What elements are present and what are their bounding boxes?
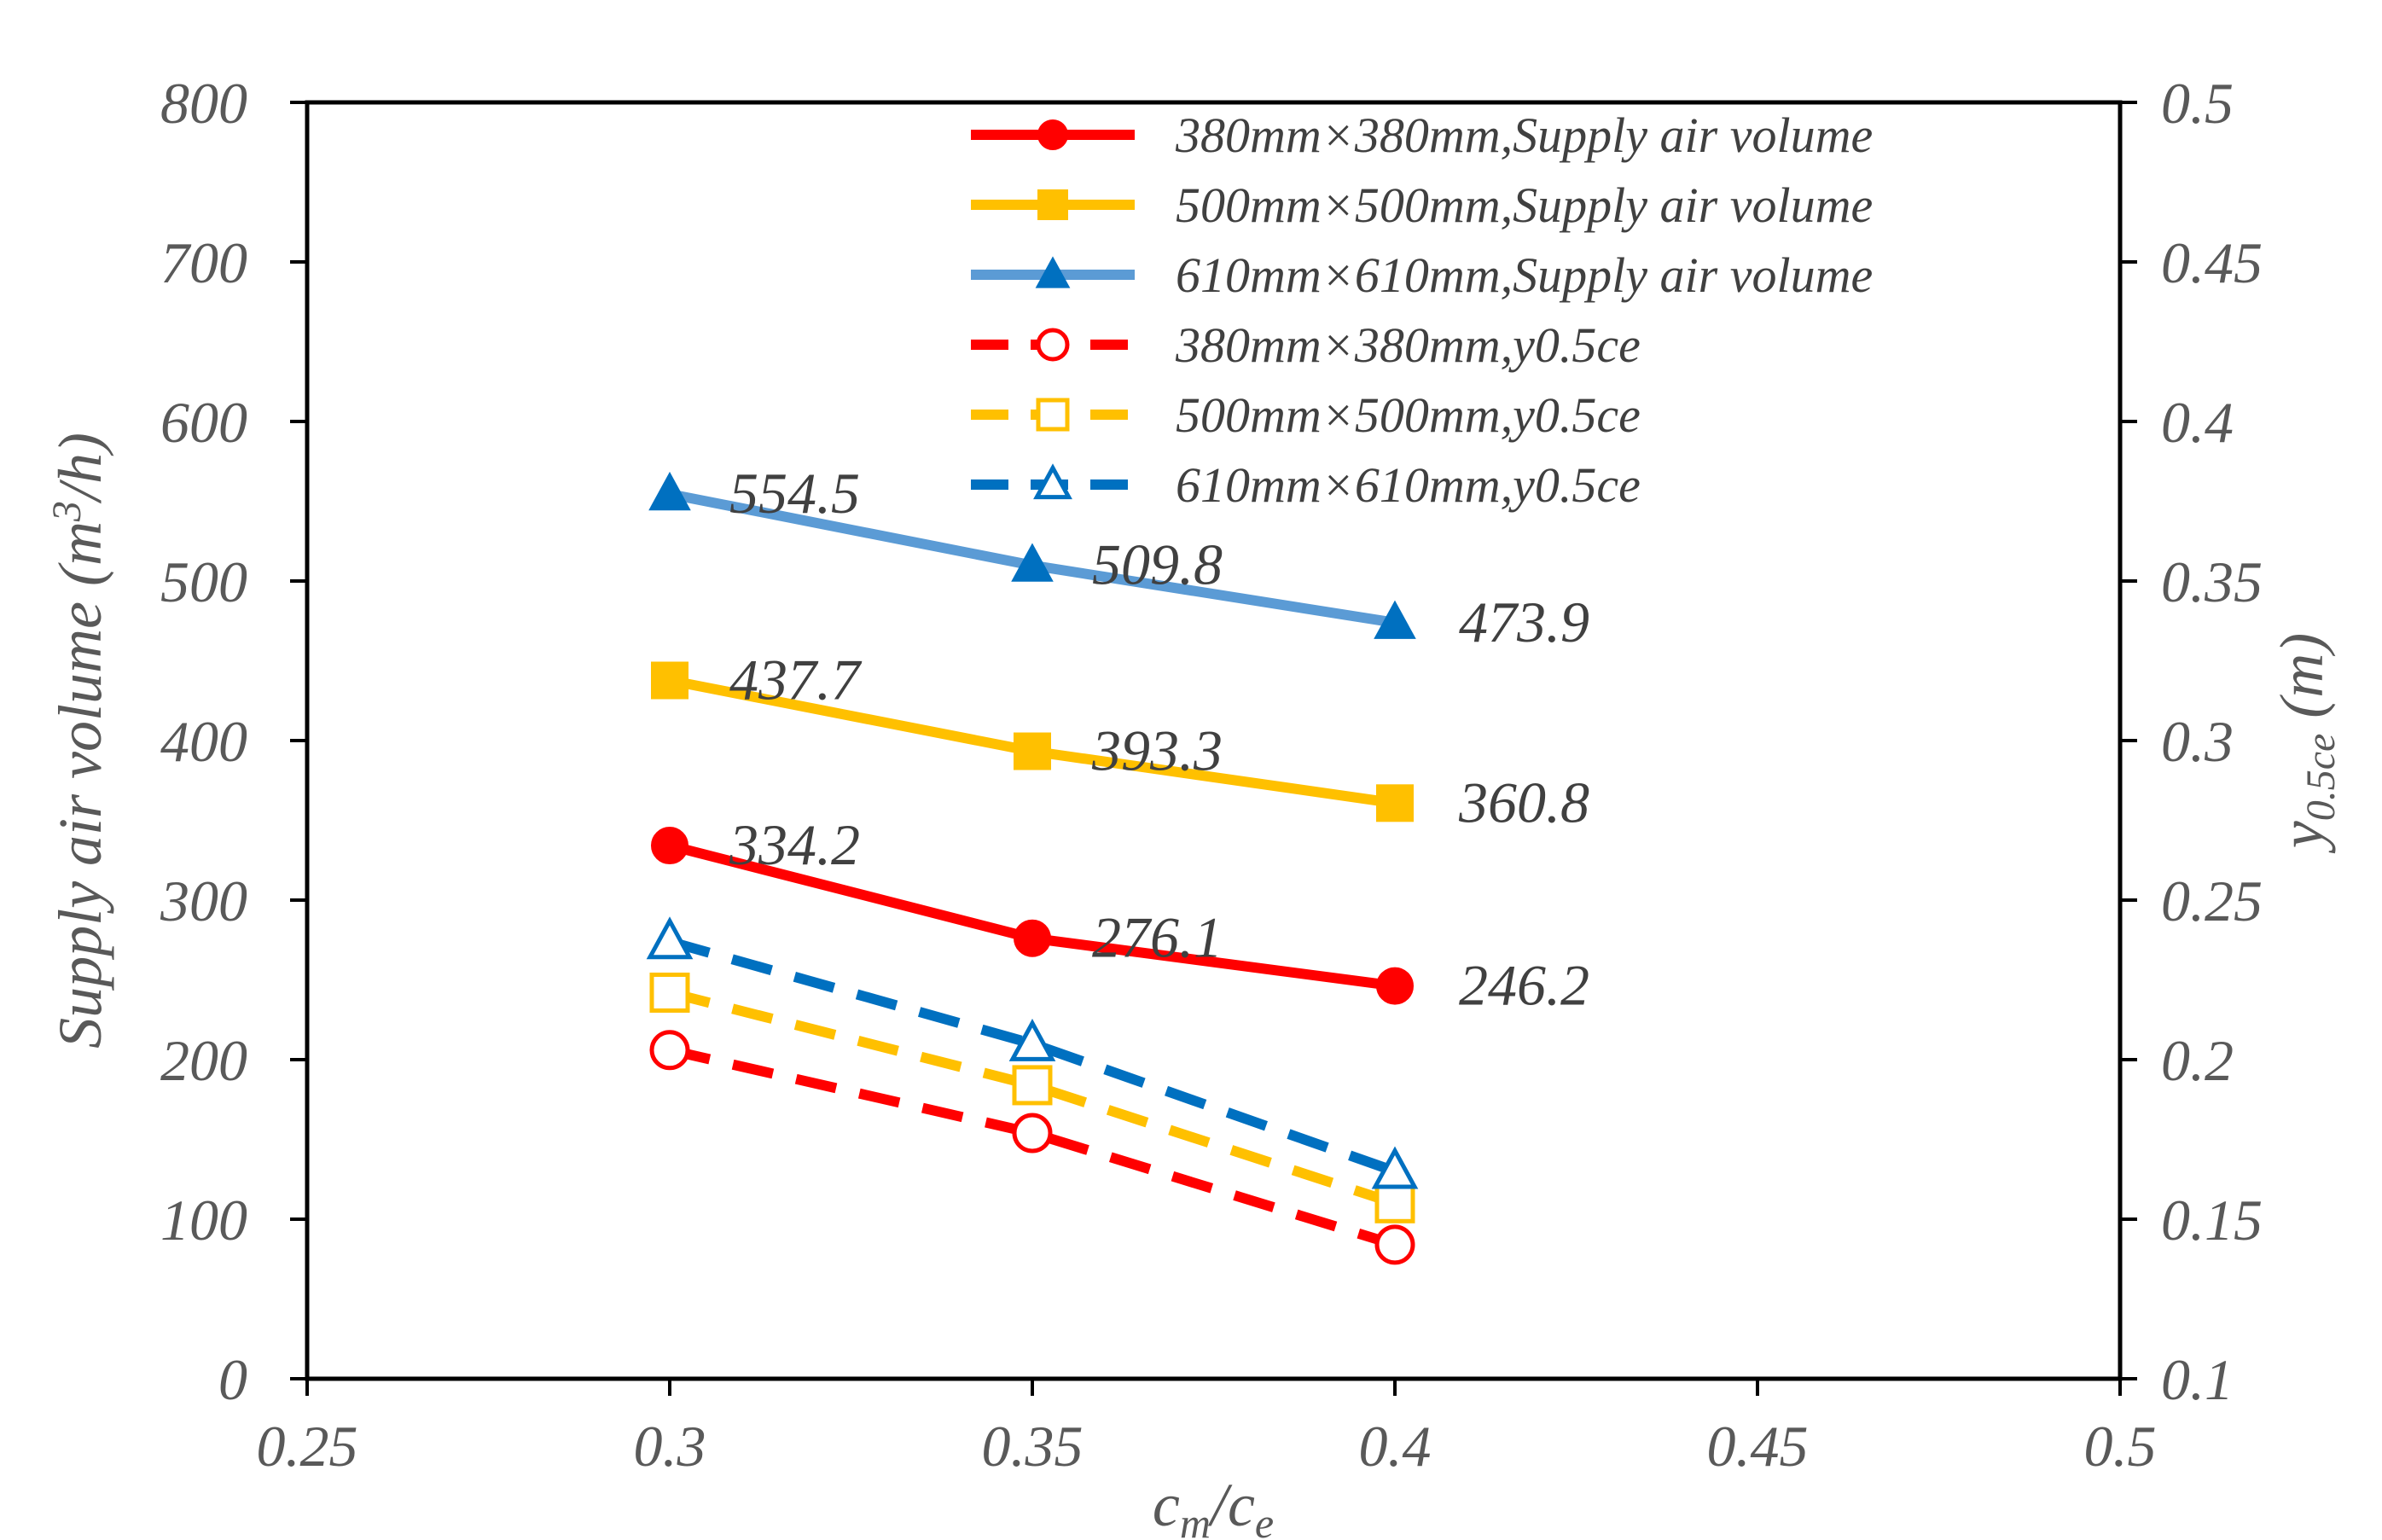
series-2-data-label: 360.8	[1458, 770, 1589, 834]
legend-label: 610mm×610mm,Supply air volume	[1176, 247, 1873, 303]
series-5-point	[1374, 1183, 1415, 1223]
data-labels: 334.2 276.1 246.2 437.7 393.3 360.8 554.5 509.8…	[729, 461, 1589, 1018]
right-y-axis-label: y0.5ce (m)	[2268, 633, 2344, 855]
series-3-data-label: 509.8	[1092, 532, 1223, 597]
series-1-point	[651, 827, 688, 865]
left-y-tick-label: 600	[160, 390, 247, 455]
series-3-point	[1011, 543, 1054, 582]
left-y-tick-label: 700	[160, 230, 247, 295]
series-1-data-label: 276.1	[1092, 905, 1223, 970]
legend-marker	[1037, 189, 1068, 220]
x-axis-label-sub2: e	[1255, 1499, 1274, 1540]
series-5-point	[1012, 1065, 1053, 1106]
series-6-point	[1371, 1146, 1419, 1189]
series-3-point	[1374, 600, 1416, 639]
left-y-tick-label: 200	[160, 1028, 247, 1093]
legend-label: 500mm×500mm,y0.5ce	[1176, 387, 1641, 443]
series-6-point	[646, 916, 694, 960]
left-y-axis-label-post: /h)	[46, 433, 114, 504]
series-1-point	[1376, 967, 1414, 1005]
series-2-point	[1014, 732, 1051, 770]
left-y-axis-label-sup: 3	[44, 501, 90, 522]
x-tick-label: 0.4	[1359, 1414, 1432, 1479]
right-y-tick-label: 0.35	[2161, 549, 2263, 614]
legend-label: 610mm×610mm,y0.5ce	[1176, 457, 1641, 513]
right-y-axis-label-sub: 0.5ce	[2298, 734, 2344, 822]
legend-label: 500mm×500mm,Supply air volume	[1176, 177, 1873, 233]
series-3-point	[648, 471, 691, 511]
series-4-point	[1374, 1224, 1415, 1265]
x-axis-label-main: c	[1153, 1471, 1180, 1539]
series-2-point	[1376, 784, 1414, 822]
legend-label: 380mm×380mm,Supply air volume	[1175, 108, 1873, 163]
right-y-tick-label: 0.2	[2161, 1028, 2234, 1093]
left-y-tick-label: 400	[160, 709, 247, 774]
left-y-tick-label: 800	[160, 71, 247, 136]
left-y-axis-label: Supply air volume (m3/h)	[44, 433, 114, 1049]
left-y-axis-label-pre: Supply air volume (m	[46, 521, 114, 1049]
right-y-tick-label: 0.45	[2161, 230, 2263, 295]
legend-label: 380mm×380mm,y0.5ce	[1175, 317, 1641, 373]
right-y-tick-label: 0.25	[2161, 869, 2263, 933]
legend: 380mm×380mm,Supply air volume 500mm×500mm…	[971, 108, 1873, 513]
series-1-data-label: 334.2	[729, 812, 860, 877]
series-5-point	[649, 972, 690, 1013]
right-y-tick-label: 0.15	[2161, 1188, 2263, 1252]
x-axis-label: cm/ce	[1153, 1471, 1274, 1540]
series-1-point	[1014, 919, 1051, 957]
right-y-tick-label: 0.4	[2161, 390, 2234, 455]
series-4-point	[649, 1030, 690, 1071]
legend-marker	[1036, 328, 1070, 362]
x-tick-label: 0.35	[982, 1414, 1084, 1479]
x-tick-label: 0.3	[634, 1414, 706, 1479]
series-3-data-label: 473.9	[1459, 590, 1589, 654]
series-1-data-label: 246.2	[1459, 953, 1589, 1018]
legend-marker	[1035, 256, 1071, 288]
x-tick-label: 0.5	[2084, 1414, 2157, 1479]
legend-marker	[1036, 398, 1070, 432]
series-4-point	[1012, 1113, 1053, 1154]
x-tick-label: 0.45	[1707, 1414, 1809, 1479]
series-layer	[646, 471, 1419, 1265]
series-2-point	[651, 661, 688, 700]
left-y-tick-label: 500	[160, 549, 247, 614]
legend-marker	[1033, 463, 1072, 500]
series-6-point	[1008, 1018, 1056, 1061]
series-2-data-label: 437.7	[729, 648, 863, 712]
right-y-axis-ticks: 0.1 0.15 0.2 0.25 0.3 0.35 0.4 0.45 0.5	[2120, 71, 2263, 1412]
series-2-data-label: 393.3	[1091, 718, 1223, 783]
left-y-axis-ticks: 0 100 200 300 400 500 600 700 800	[160, 71, 307, 1412]
plot-area	[305, 100, 2123, 1381]
right-y-axis-label-pre: y	[2268, 821, 2336, 854]
right-y-tick-label: 0.3	[2161, 709, 2234, 774]
right-y-tick-label: 0.5	[2161, 71, 2234, 136]
x-axis-label-sub1: m	[1180, 1499, 1211, 1540]
x-axis-ticks: 0.25 0.3 0.35 0.4 0.45 0.5	[257, 1379, 2157, 1479]
x-axis-label-sep: /c	[1207, 1471, 1255, 1539]
right-y-axis-label-post: (m)	[2268, 633, 2336, 734]
left-y-tick-label: 0	[218, 1347, 247, 1412]
left-y-tick-label: 100	[160, 1188, 247, 1252]
x-tick-label: 0.25	[257, 1414, 358, 1479]
legend-marker	[1037, 119, 1068, 150]
series-3-data-label: 554.5	[729, 461, 860, 526]
right-y-tick-label: 0.1	[2161, 1347, 2234, 1412]
left-y-tick-label: 300	[160, 869, 247, 933]
